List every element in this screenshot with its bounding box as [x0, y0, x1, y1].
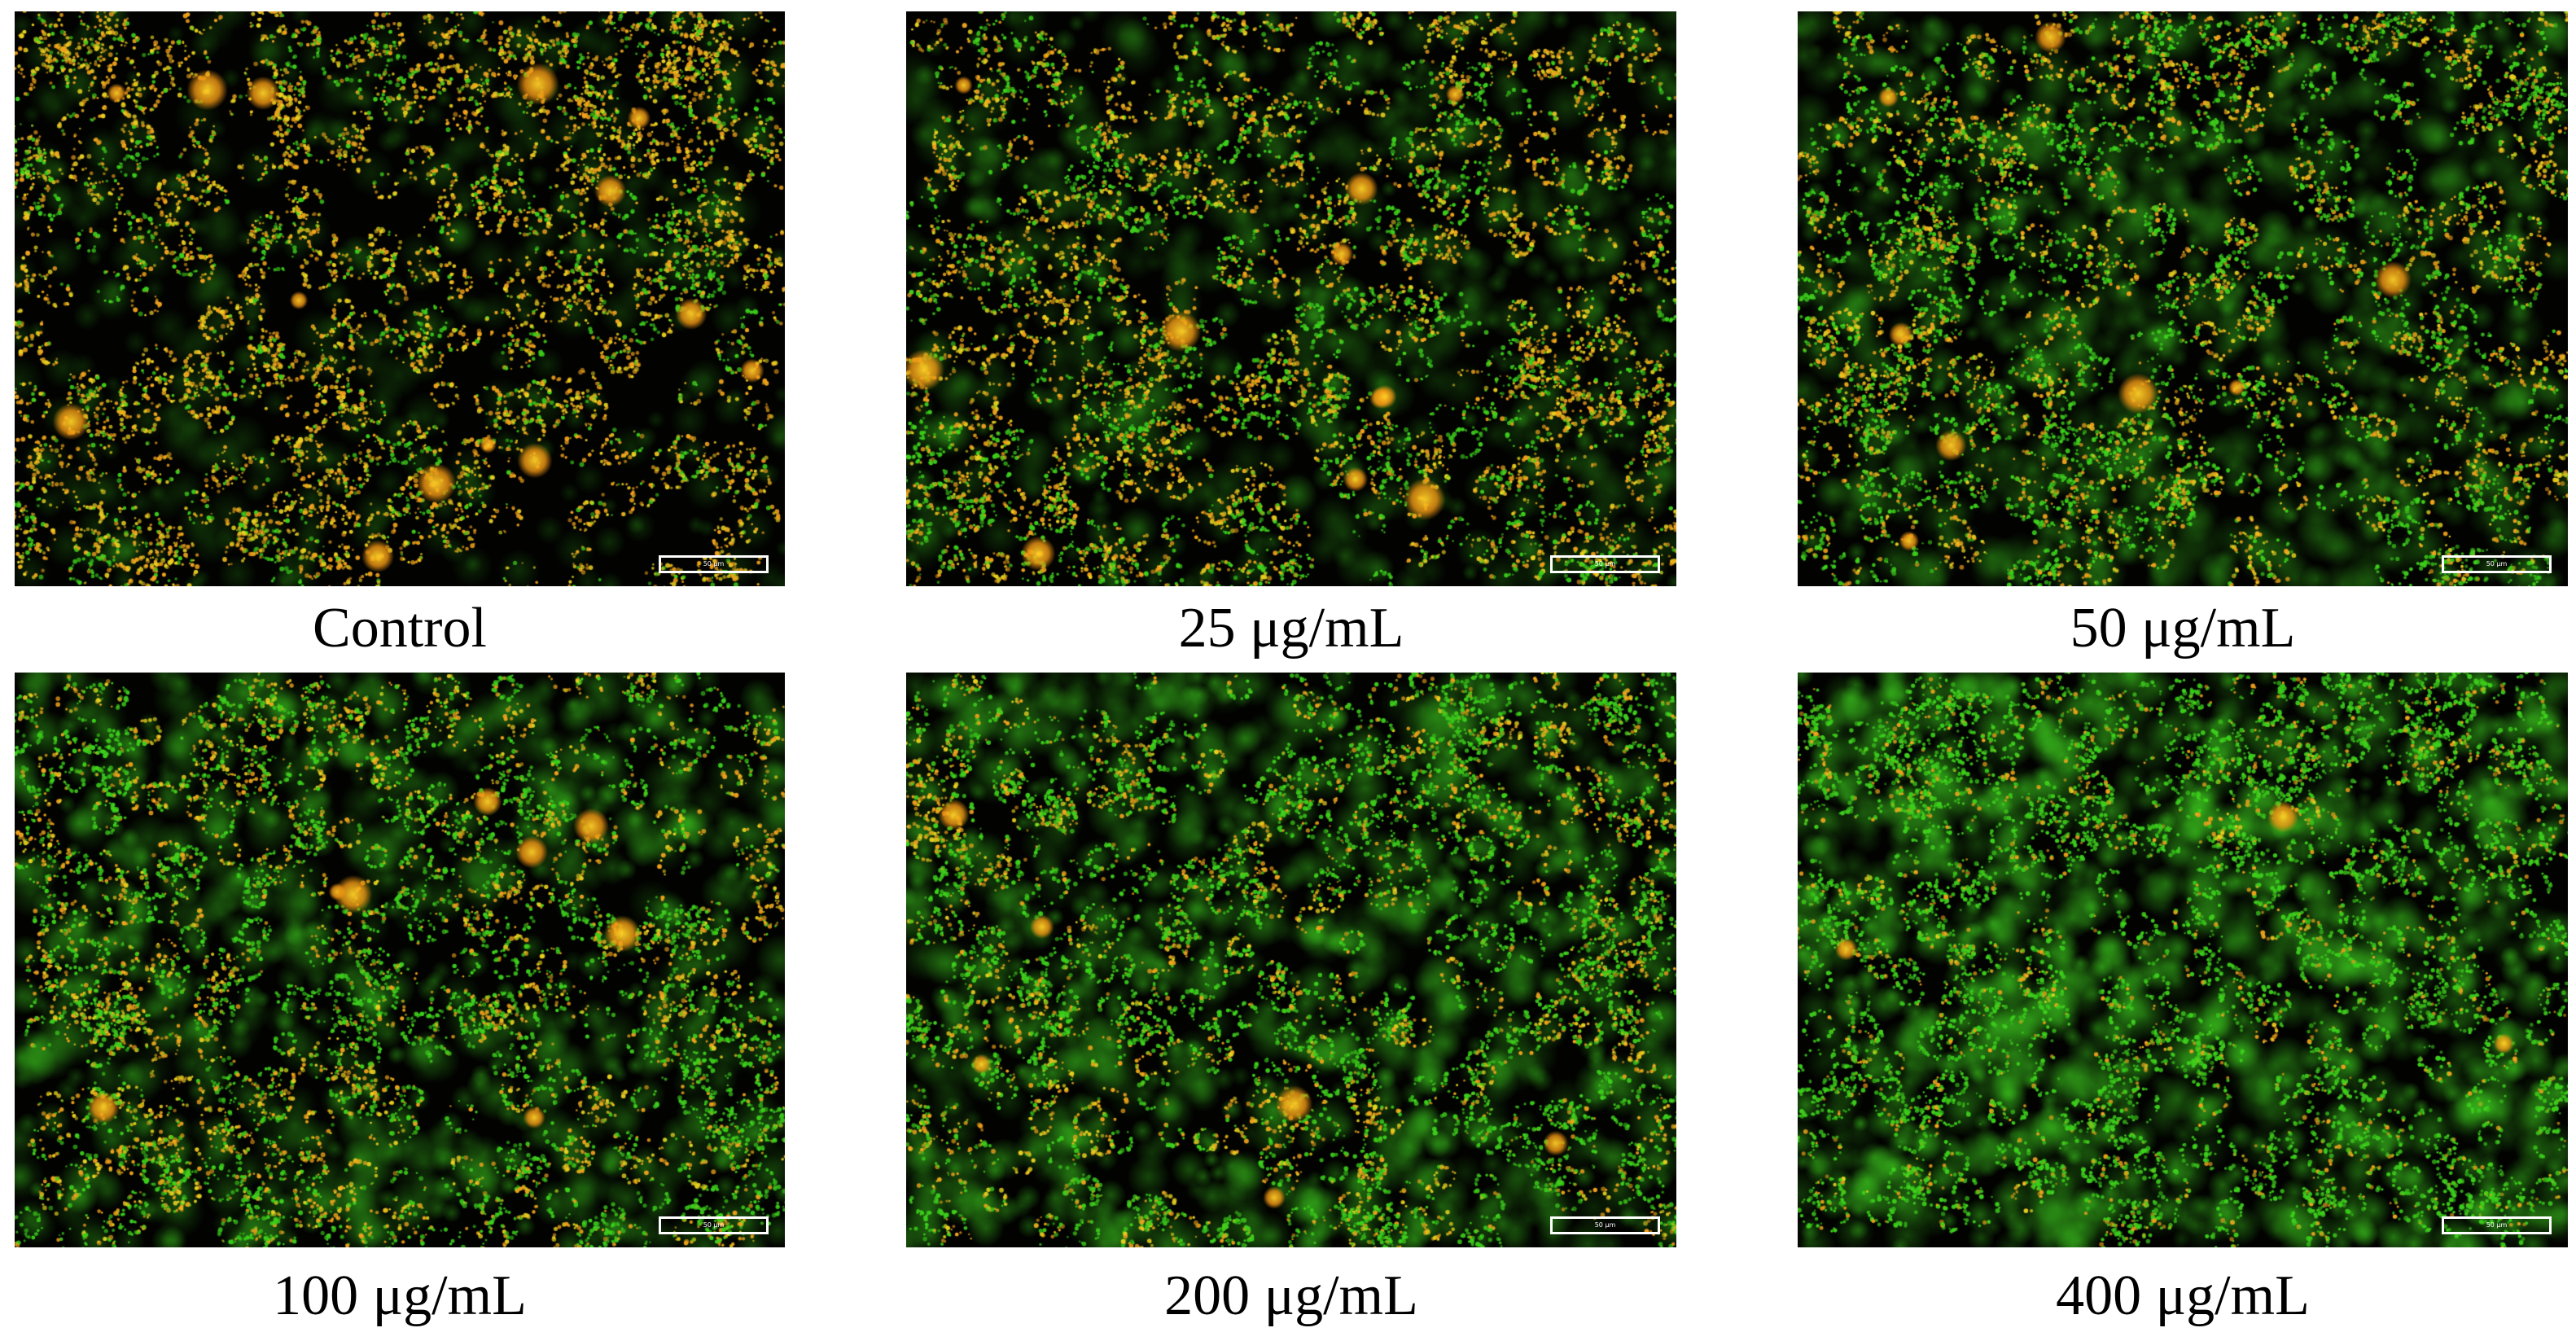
micrograph-25: 50 µm [906, 11, 1676, 586]
micrograph-image-200 [906, 673, 1676, 1247]
caption-400: 400 μg/mL [2056, 1264, 2310, 1327]
caption-50: 50 μg/mL [2070, 597, 2296, 660]
scale-bar: 50 µm [1550, 555, 1660, 573]
scale-bar-label: 50 µm [703, 560, 725, 568]
scale-bar: 50 µm [2442, 555, 2552, 573]
scale-bar: 50 µm [1550, 1216, 1660, 1234]
scale-bar: 50 µm [659, 1216, 769, 1234]
caption-100: 100 μg/mL [273, 1264, 527, 1327]
micrograph-control: 50 µm [15, 11, 785, 586]
micrograph-100: 50 µm [15, 673, 785, 1247]
caption-25: 25 μg/mL [1178, 597, 1404, 660]
micrograph-400: 50 µm [1798, 673, 2568, 1247]
scale-bar: 50 µm [659, 555, 769, 573]
micrograph-image-400 [1798, 673, 2568, 1247]
scale-bar-label: 50 µm [1594, 1221, 1616, 1229]
scale-bar-label: 50 µm [1594, 560, 1616, 568]
scale-bar-label: 50 µm [703, 1221, 725, 1229]
micrograph-image-100 [15, 673, 785, 1247]
scale-bar-label: 50 µm [2486, 560, 2508, 568]
micrograph-image-25 [906, 11, 1676, 586]
micrograph-image-50 [1798, 11, 2568, 586]
micrograph-200: 50 µm [906, 673, 1676, 1247]
scale-bar: 50 µm [2442, 1216, 2552, 1234]
caption-control: Control [313, 597, 487, 660]
micrograph-image-control [15, 11, 785, 586]
micrograph-50: 50 µm [1798, 11, 2568, 586]
scale-bar-label: 50 µm [2486, 1221, 2508, 1229]
caption-200: 200 μg/mL [1164, 1264, 1418, 1327]
